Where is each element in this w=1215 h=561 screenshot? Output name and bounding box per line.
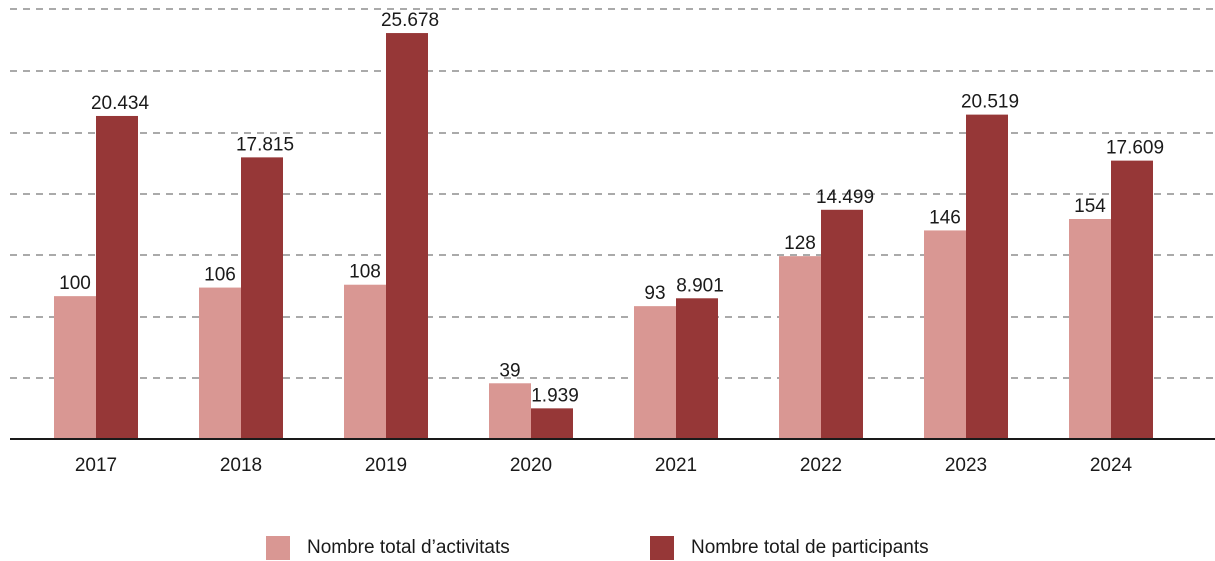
legend-label-participants: Nombre total de participants	[691, 537, 929, 558]
data-label-participants-2024: 17.609	[1106, 138, 1164, 159]
bar-activitats-2024	[1069, 219, 1111, 439]
data-label-participants-2022: 14.499	[816, 187, 874, 208]
bar-participants-2019	[386, 33, 428, 439]
gridlines	[10, 8, 1215, 379]
x-tick-label-2023: 2023	[945, 455, 987, 476]
data-label-activitats-2017: 100	[59, 273, 91, 294]
bar-chart: 100 20.434 106 17.815 108 25.678 39 1.939 93 8.90…	[10, 8, 1215, 476]
data-label-participants-2023: 20.519	[961, 92, 1019, 113]
x-tick-label-2017: 2017	[75, 455, 117, 476]
x-tick-label-2019: 2019	[365, 455, 407, 476]
bar-participants-2021	[676, 298, 718, 439]
bar-participants-2023	[966, 114, 1008, 440]
x-tick-label-2021: 2021	[655, 455, 697, 476]
data-label-participants-2019: 25.678	[381, 10, 439, 31]
data-label-activitats-2020: 39	[499, 360, 520, 381]
legend-swatch-activitats	[266, 536, 290, 560]
data-label-participants-2017: 20.434	[91, 93, 150, 114]
x-tick-label-2024: 2024	[1090, 455, 1133, 476]
bar-activitats-2021	[634, 306, 676, 439]
bar-activitats-2019	[344, 284, 386, 439]
legend-swatch-participants	[650, 536, 674, 560]
bar-participants-2020	[531, 408, 573, 439]
data-label-participants-2021: 8.901	[676, 275, 724, 296]
bar-activitats-2023	[924, 230, 966, 439]
data-label-activitats-2024: 154	[1074, 196, 1106, 217]
bar-activitats-2020	[489, 383, 531, 439]
bar-participants-2018	[241, 157, 283, 439]
x-tick-label-2022: 2022	[800, 455, 842, 476]
data-label-activitats-2022: 128	[784, 233, 816, 254]
x-tick-label-2018: 2018	[220, 455, 262, 476]
legend-item-activitats: Nombre total d’activitats	[266, 536, 510, 560]
bar-activitats-2018	[199, 287, 241, 439]
bars	[54, 33, 1153, 440]
legend: Nombre total d’activitats Nombre total d…	[0, 536, 1215, 561]
data-label-activitats-2021: 93	[644, 283, 665, 304]
bar-participants-2024	[1111, 160, 1153, 439]
data-label-activitats-2023: 146	[929, 207, 961, 228]
data-label-participants-2020: 1.939	[531, 385, 579, 406]
bar-participants-2017	[96, 115, 138, 440]
data-labels: 100 20.434 106 17.815 108 25.678 39 1.939 93 8.90…	[59, 10, 1164, 406]
data-label-activitats-2018: 106	[204, 265, 236, 286]
legend-label-activitats: Nombre total d’activitats	[307, 537, 510, 558]
bar-activitats-2017	[54, 296, 96, 439]
bar-participants-2022	[821, 209, 863, 439]
bar-activitats-2022	[779, 256, 821, 439]
data-label-activitats-2019: 108	[349, 262, 381, 283]
x-tick-labels: 2017 2018 2019 2020 2021 2022 2023 2024	[75, 455, 1133, 476]
data-label-participants-2018: 17.815	[236, 134, 294, 155]
legend-item-participants: Nombre total de participants	[650, 536, 929, 560]
x-tick-label-2020: 2020	[510, 455, 552, 476]
